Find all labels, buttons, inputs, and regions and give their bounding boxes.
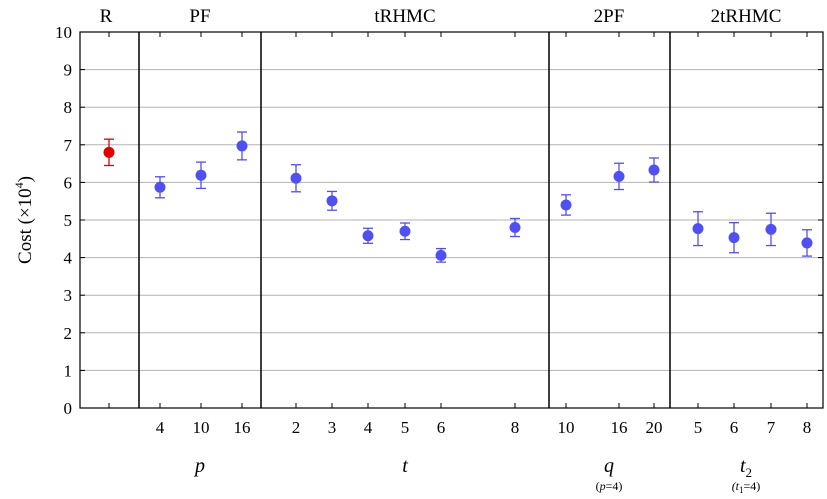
y-axis-ticks: 0 1 2 3 4 5 6 7 8 9 10 bbox=[55, 23, 823, 418]
section-labels: R PF tRHMC 2PF 2tRHMC bbox=[100, 6, 782, 27]
y-tick-label: 3 bbox=[64, 286, 73, 305]
data-point bbox=[801, 237, 813, 249]
section-note: (t1=4) bbox=[732, 479, 761, 495]
x-tick-label: 8 bbox=[803, 418, 812, 437]
data-point bbox=[692, 223, 704, 235]
x-tick-label: 16 bbox=[611, 418, 628, 437]
x-tick-label: 4 bbox=[156, 418, 165, 437]
data-point bbox=[326, 195, 338, 207]
y-tick-label: 8 bbox=[64, 98, 73, 117]
x-tick-label: 3 bbox=[328, 418, 337, 437]
y-tick-label: 9 bbox=[64, 61, 73, 80]
x-tick-label: 2 bbox=[292, 418, 301, 437]
y-axis-label: Cost (×104) bbox=[12, 176, 36, 264]
section-label: tRHMC bbox=[374, 6, 435, 27]
x-tick-label: 10 bbox=[193, 418, 210, 437]
section-note: (p=4) bbox=[596, 479, 623, 493]
data-point bbox=[103, 146, 115, 158]
section-variable-label: q bbox=[604, 455, 614, 477]
x-axis-ticks: 4 10 16 2 3 4 5 6 8 10 16 20 5 6 7 8 bbox=[108, 32, 812, 437]
x-tick-label: 6 bbox=[730, 418, 739, 437]
x-tick-label: 6 bbox=[437, 418, 446, 437]
data-points bbox=[103, 140, 813, 261]
data-point bbox=[613, 170, 625, 182]
data-point bbox=[195, 169, 207, 181]
error-bars bbox=[104, 131, 812, 263]
x-tick-label: 4 bbox=[364, 418, 373, 437]
data-point bbox=[765, 223, 777, 235]
x-tick-label: 16 bbox=[234, 418, 251, 437]
x-tick-label: 5 bbox=[694, 418, 703, 437]
data-point bbox=[399, 225, 411, 237]
section-variable-label: t2 bbox=[740, 455, 752, 480]
y-tick-label: 10 bbox=[55, 23, 72, 42]
section-label: PF bbox=[189, 6, 210, 27]
y-tick-label: 5 bbox=[64, 211, 73, 230]
data-point bbox=[236, 140, 248, 152]
data-point bbox=[435, 249, 447, 261]
y-tick-label: 6 bbox=[64, 173, 73, 192]
data-point bbox=[560, 199, 572, 211]
data-point bbox=[154, 181, 166, 193]
x-tick-label: 20 bbox=[646, 418, 663, 437]
y-tick-label: 4 bbox=[64, 249, 73, 268]
grid-lines bbox=[80, 69, 823, 371]
x-tick-label: 5 bbox=[401, 418, 410, 437]
section-variable-label: t bbox=[402, 455, 408, 477]
data-point bbox=[290, 172, 302, 184]
x-tick-label: 7 bbox=[767, 418, 776, 437]
data-point bbox=[362, 230, 374, 242]
section-label: 2tRHMC bbox=[711, 6, 782, 27]
y-tick-label: 1 bbox=[64, 361, 73, 380]
data-point bbox=[648, 164, 660, 176]
y-tick-label: 2 bbox=[64, 324, 73, 343]
variable-labels: p t q (p=4) t2(t1=4) bbox=[193, 455, 760, 495]
data-point bbox=[509, 222, 521, 234]
section-label: R bbox=[100, 6, 113, 27]
data-point bbox=[728, 232, 740, 244]
x-tick-label: 10 bbox=[558, 418, 575, 437]
x-tick-label: 8 bbox=[511, 418, 520, 437]
section-label: 2PF bbox=[594, 6, 625, 27]
y-tick-label: 0 bbox=[64, 399, 73, 418]
section-dividers bbox=[138, 32, 671, 408]
y-tick-label: 7 bbox=[64, 136, 73, 155]
section-variable-label: p bbox=[193, 455, 205, 477]
